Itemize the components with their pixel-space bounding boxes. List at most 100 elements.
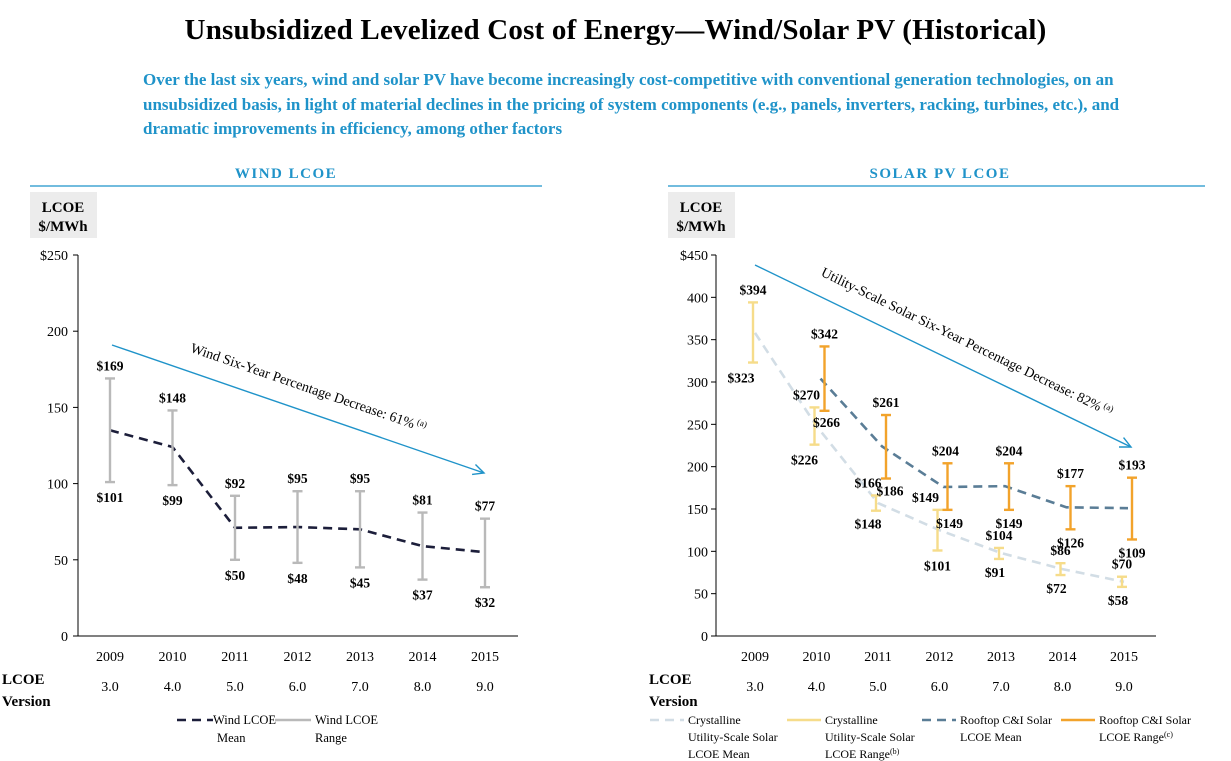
range-bar [1004,462,1014,512]
range-bar [942,462,953,512]
data-label-high: $193 [1119,458,1146,473]
unit-box-bg [668,192,735,238]
page-subtitle: Over the last six years, wind and solar … [143,70,1120,138]
version-label-line2: Version [649,694,698,710]
page-title: Unsubsidized Levelized Cost of Energy—Wi… [184,14,1047,46]
data-label-high: $92 [225,476,246,491]
y-tick-label: 50 [694,588,708,603]
y-tick-label: 150 [47,401,68,416]
data-label-high: $86 [1050,543,1071,558]
x-tick-label: 2015 [471,650,499,665]
range-bar [881,413,891,480]
data-label-low: $99 [162,493,183,508]
legend-label-line: Utility-Scale Solar [688,730,778,744]
data-label-high: $95 [350,471,371,486]
x-tick-label: 2014 [1049,650,1077,665]
y-tick-label: 400 [687,291,708,306]
range-bar [417,511,428,581]
range-bar [819,345,830,412]
trend-arrow-head [472,464,486,476]
range-bar [230,494,240,561]
legend-item: Rooftop C&I Solar LCOE Range(c) [1061,713,1191,744]
legend-label-line: Crystalline [825,713,878,727]
legend-label-line: LCOE Range(b) [825,747,900,761]
range-bar [748,301,758,364]
y-tick-label: 0 [701,630,708,645]
y-tick-label: $250 [40,249,68,264]
legend-label-line: Utility-Scale Solar [825,730,915,744]
version-label: 5.0 [869,680,887,695]
legend-label-line: LCOE Mean [960,730,1022,744]
unit-label-line1: LCOE [680,200,723,216]
data-label-low: $226 [791,453,818,468]
version-label: 3.0 [746,680,764,695]
version-label: 6.0 [289,680,307,695]
data-label-low: $50 [225,568,246,583]
version-label: 7.0 [351,680,369,695]
range-bar [1127,476,1137,541]
legend-label-line: Rooftop C&I Solar [960,713,1052,727]
data-label-low: $48 [287,571,308,586]
range-bar [480,517,490,589]
legend-item: Wind LCOE Range [275,713,378,745]
legend-label-line2: Range [315,731,347,745]
y-tick-label: 200 [47,325,68,340]
legend-label-line: Rooftop C&I Solar [1099,713,1191,727]
data-label-low: $37 [412,588,433,603]
y-tick-label: 100 [47,478,68,493]
legend-item: Crystalline Utility-Scale Solar LCOE Mean [650,713,778,761]
legend-label-line: LCOE Mean [688,747,750,761]
legend-label-line2: Mean [217,731,246,745]
unit-label-line1: LCOE [42,200,85,216]
range-bar [355,490,365,569]
version-label: 4.0 [164,680,182,695]
unit-label-line2: $/MWh [38,219,88,235]
data-label-low: $72 [1046,581,1067,596]
version-label-line1: LCOE [649,672,692,688]
version-label: 9.0 [476,680,494,695]
x-tick-label: 2010 [159,650,187,665]
series-rooftop-c-i-solar-lcoe-range [819,345,1137,541]
data-label-high: $166 [855,475,882,490]
solar-lcoe-chart: SOLAR PV LCOE LCOE $/MWh 0 50 100 150 200 250 300… [649,166,1205,761]
trend-arrow-line [754,264,1132,448]
legend-item: Wind LCOE Mean [177,713,276,745]
data-label-high: $70 [1112,557,1133,572]
unit-label-box: LCOE $/MWh [30,192,97,238]
data-label-high: $204 [996,443,1023,458]
range-bar [105,377,115,484]
version-label: 8.0 [1054,680,1072,695]
x-tick-label: 2012 [926,650,954,665]
unit-label-box: LCOE $/MWh [668,192,735,238]
data-label-high: $148 [159,390,186,405]
data-label-low: $149 [936,516,963,531]
y-tick-label: 200 [687,461,708,476]
range-bar [994,546,1004,561]
y-tick-label: 350 [687,334,708,349]
x-tick-label: 2014 [409,650,437,665]
version-label: 7.0 [992,680,1010,695]
range-bar [1055,561,1066,577]
version-label: 9.0 [1115,680,1133,695]
trend-annotation: Wind Six-Year Percentage Decrease: 61% (… [188,339,428,436]
trend-arrow-line [111,344,485,474]
data-label-low: $101 [97,490,124,505]
data-label-low: $323 [728,371,755,386]
data-label-high: $270 [793,387,820,402]
data-label-high: $342 [811,326,838,341]
data-label-high: $261 [873,395,900,410]
data-label-low: $32 [475,595,496,610]
series-crystalline-utility-scale-solar-lcoe-mean [753,332,1125,584]
legend-item: Crystalline Utility-Scale Solar LCOE Range… [787,713,915,761]
legend-item: Rooftop C&I Solar LCOE Mean [922,713,1052,744]
version-label-line2: Version [2,694,51,710]
version-label: 4.0 [808,680,826,695]
data-label-high: $81 [412,493,433,508]
version-label: 3.0 [101,680,119,695]
wind-lcoe-chart: WIND LCOE LCOE $/MWh 0 50 100 150 200 $250 2009 20… [2,166,542,745]
data-label-low: $91 [985,565,1006,580]
data-label-high: $204 [932,443,959,458]
data-label-high: $169 [97,358,124,373]
series-rooftop-c-i-solar-lcoe-mean [819,377,1129,510]
version-label: 8.0 [414,680,432,695]
